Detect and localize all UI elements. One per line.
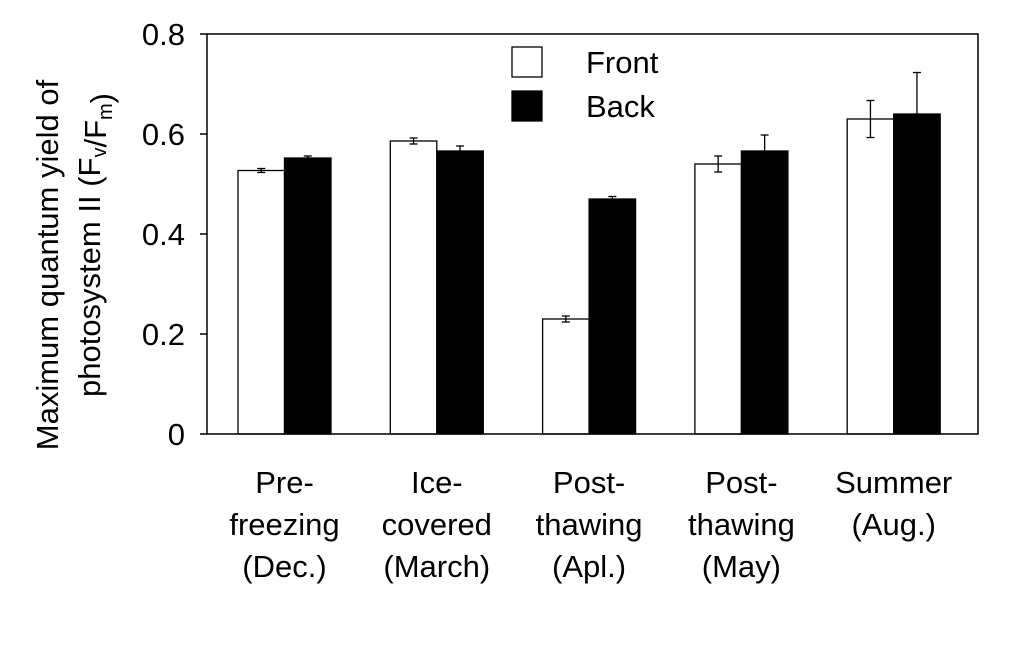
bar-front [237,169,286,435]
y-axis-label: photosystem II (Fv/Fm) [72,93,119,397]
x-tick-label: Post- [553,465,625,500]
legend-label: Front [586,45,659,80]
bar-back [893,113,941,435]
x-tick-label: (May) [702,549,781,584]
x-tick-label: (Apl.) [552,549,626,584]
x-tick-label: covered [382,507,492,542]
y-tick-label: 0.8 [142,17,185,52]
x-tick-label: (Dec.) [242,549,326,584]
y-axis-label: Maximum quantum yield of [30,79,65,450]
x-tick-label: (March) [383,549,490,584]
x-tick-label: (Aug.) [851,507,935,542]
x-tick-label: Ice- [411,465,463,500]
legend-label: Back [586,89,655,124]
x-tick-label: Post- [705,465,777,500]
y-tick-label: 0.6 [142,117,185,152]
legend-swatch-back [511,90,543,122]
y-tick-label: 0.2 [142,317,185,352]
x-tick-label: thawing [688,507,795,542]
bar-front [694,163,743,435]
bar-front [389,140,438,435]
x-tick-label: thawing [536,507,643,542]
bar-back [740,150,789,435]
bar-back [283,157,332,435]
x-tick-label: Summer [835,465,952,500]
bar-front [846,118,895,435]
legend-swatch-front [511,46,543,78]
x-tick-label: freezing [229,507,339,542]
y-tick-label: 0 [168,417,185,452]
bar-front [541,318,590,435]
bar-back [588,198,637,435]
x-tick-label: Pre- [255,465,314,500]
bar-back [436,150,484,435]
y-tick-label: 0.4 [142,217,185,252]
